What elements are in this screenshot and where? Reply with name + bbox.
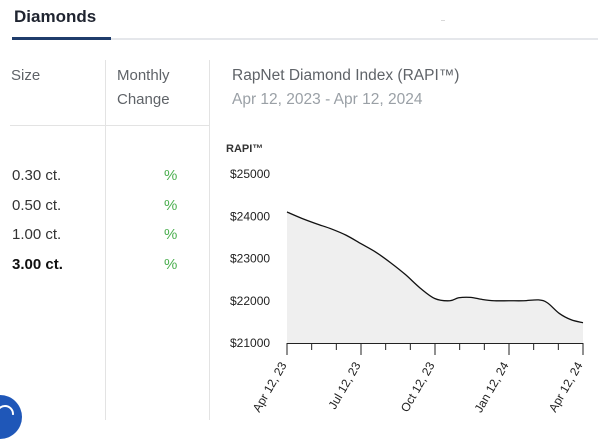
y-tick-label: $22000 [230,294,270,308]
y-tick-label: $23000 [230,252,270,266]
change-1-00: % [164,226,178,243]
rapi-chart: RAPI™ $25000 $24000 $23000 $22000 $21000 Apr … [226,143,586,415]
x-tick-label: Jan 12, 24 [471,359,511,415]
monthly-change-header-line2: Change [117,91,170,108]
size-column-header: Size [11,67,41,84]
area-fill [287,212,583,343]
tab-separator-mark [441,20,445,21]
series-line [286,211,584,324]
size-0-30: 0.30 ct. [12,167,62,184]
active-tab-indicator [12,37,111,40]
chat-widget-button[interactable] [0,395,22,439]
column-divider-2 [209,60,210,420]
size-3-00: 3.00 ct. [12,256,63,273]
tab-bar: Diamonds [0,0,606,42]
header-row-divider [10,125,210,126]
index-title: RapNet Diamond Index (RAPI™) [232,67,460,84]
size-1-00: 1.00 ct. [12,226,62,243]
change-3-00: % [164,256,178,273]
y-tick-label: $21000 [230,336,270,350]
column-divider-1 [105,60,106,420]
index-date-range: Apr 12, 2023 - Apr 12, 2024 [232,91,423,108]
x-tick-label: Apr 12, 24 [546,359,586,414]
y-tick-label: $24000 [230,209,270,223]
tab-bar-divider [111,38,598,40]
y-axis-title: RAPI™ [226,143,263,155]
tab-diamonds[interactable]: Diamonds [14,7,97,26]
x-tick-label: Oct 12, 23 [398,359,438,414]
change-0-50: % [164,197,178,214]
plot-area: $25000 $24000 $23000 $22000 $21000 Apr 12, 23… [230,167,586,415]
x-tick-label: Apr 12, 23 [250,359,290,414]
change-0-30: % [164,167,178,184]
x-tick-label: Jul 12, 23 [325,359,363,411]
monthly-change-header-line1: Monthly [117,67,170,84]
y-tick-label: $25000 [230,167,270,181]
size-0-50: 0.50 ct. [12,197,62,214]
